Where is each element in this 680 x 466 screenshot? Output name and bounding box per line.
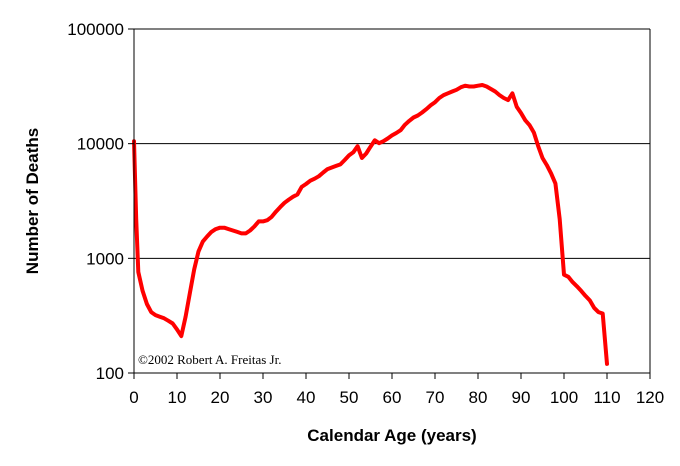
x-tick-label: 50 <box>340 388 359 407</box>
x-tick-labels: 0 10 20 30 40 50 60 70 80 90 100 110 120 <box>129 388 664 407</box>
x-tick-label: 110 <box>593 388 620 407</box>
x-tick-label: 10 <box>168 388 187 407</box>
x-tick-label: 0 <box>129 388 138 407</box>
plot-area <box>128 28 651 379</box>
x-tick-label: 80 <box>469 388 488 407</box>
axes <box>128 28 651 379</box>
x-axis-title: Calendar Age (years) <box>307 426 476 445</box>
x-tick-label: 40 <box>297 388 316 407</box>
y-tick-label: 100 <box>96 364 124 383</box>
x-tick-label: 70 <box>426 388 445 407</box>
y-tick-label: 100000 <box>67 20 124 39</box>
x-tick-label: 100 <box>550 388 578 407</box>
x-tick-label: 60 <box>383 388 402 407</box>
y-tick-labels: 100 1000 10000 100000 <box>67 20 124 383</box>
x-tick-label: 90 <box>512 388 531 407</box>
y-tick-label: 1000 <box>86 249 124 268</box>
copyright-annotation: ©2002 Robert A. Freitas Jr. <box>138 352 281 367</box>
x-tick-label: 120 <box>636 388 664 407</box>
x-tick-label: 30 <box>254 388 273 407</box>
y-axis-title: Number of Deaths <box>23 128 42 274</box>
series-group <box>132 83 609 366</box>
plot-background <box>134 29 650 373</box>
y-tick-label: 10000 <box>77 135 124 154</box>
series-line-0 <box>132 83 609 366</box>
x-tick-label: 20 <box>211 388 230 407</box>
